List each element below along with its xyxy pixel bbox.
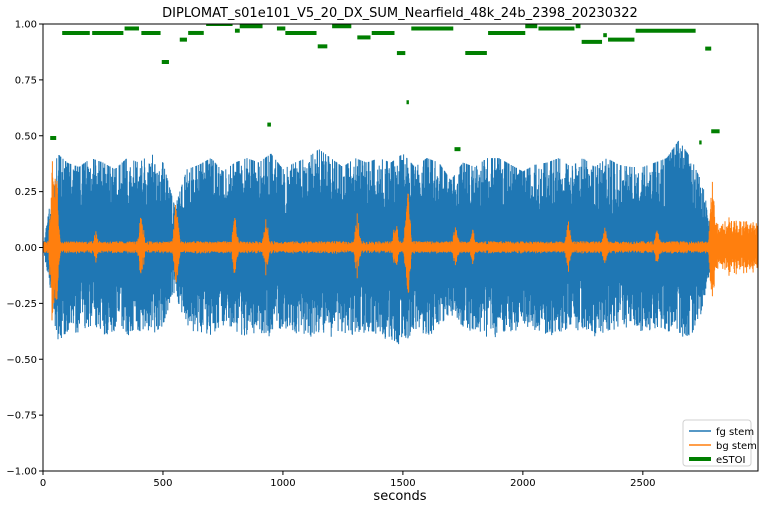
y-axis: −1.00 −0.75 −0.50 −0.25 0.00 0.25 0.50 0.75 1.00 (6, 20, 43, 478)
y-tick-label: −0.50 (6, 355, 37, 366)
y-tick-label: −0.75 (6, 411, 37, 422)
x-tick-label: 2000 (510, 478, 535, 489)
estoi-series (50, 24, 720, 152)
legend-bg-label: bg stem (716, 441, 757, 452)
bg-stem-series (43, 161, 758, 321)
y-tick-label: 0.25 (15, 187, 37, 198)
bg-stem-line (43, 161, 758, 321)
y-tick-label: 0.75 (15, 75, 37, 86)
y-tick-label: −0.25 (6, 299, 37, 310)
y-tick-label: 0.50 (15, 131, 37, 142)
x-axis-label: seconds (373, 489, 426, 504)
plot-area (43, 24, 758, 345)
chart-title: DIPLOMAT_s01e101_V5_20_DX_SUM_Nearfield_… (162, 6, 638, 21)
legend-estoi-label: eSTOI (716, 455, 745, 466)
y-tick-label: −1.00 (6, 467, 37, 478)
y-tick-label: 1.00 (15, 20, 37, 31)
y-tick-label: 0.00 (15, 243, 37, 254)
x-tick-label: 1500 (390, 478, 415, 489)
x-tick-label: 1000 (270, 478, 295, 489)
legend-fg-label: fg stem (716, 427, 754, 438)
x-axis: 0 500 1000 1500 2000 2500 (40, 471, 656, 489)
x-tick-label: 2500 (630, 478, 655, 489)
x-tick-label: 500 (153, 478, 172, 489)
legend: fg stem bg stem eSTOI (682, 419, 757, 467)
x-tick-label: 0 (40, 478, 46, 489)
